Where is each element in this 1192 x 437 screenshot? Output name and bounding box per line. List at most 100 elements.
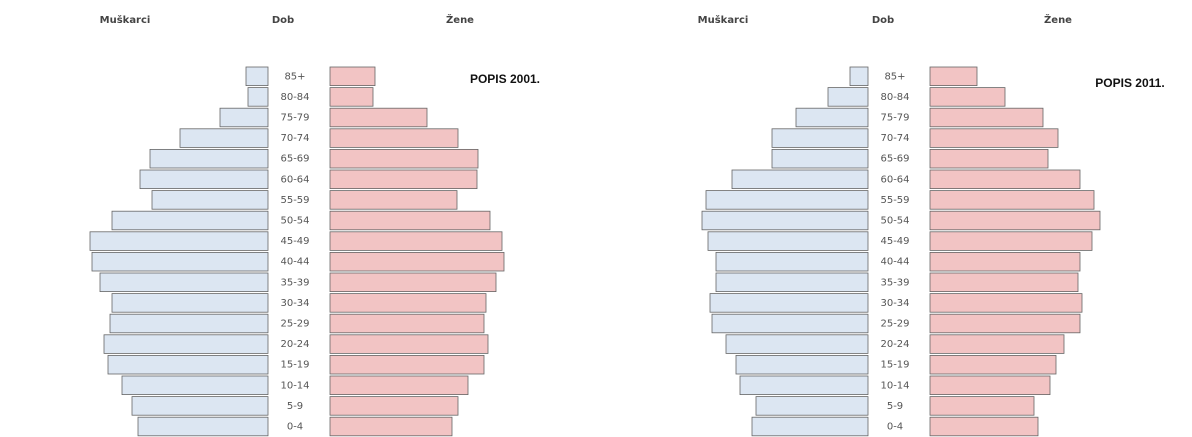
- male-bar: [711, 313, 869, 334]
- male-bar: [247, 87, 269, 107]
- age-label: 5-9: [887, 401, 903, 412]
- female-bar: [929, 396, 1035, 416]
- male-bar: [179, 128, 269, 148]
- age-label: 45-49: [280, 236, 309, 247]
- male-bar: [107, 354, 269, 375]
- age-label: 25-29: [280, 319, 309, 330]
- female-bar: [929, 148, 1049, 169]
- female-bar: [929, 210, 1101, 231]
- female-bar: [329, 416, 453, 437]
- age-label: 65-69: [280, 154, 309, 165]
- age-label: 20-24: [280, 339, 309, 350]
- female-bar: [929, 334, 1065, 354]
- male-bar: [149, 148, 269, 169]
- right-header: Žene: [446, 13, 474, 26]
- age-label: 35-39: [280, 277, 309, 288]
- female-bar: [329, 334, 489, 354]
- male-bar: [701, 210, 869, 231]
- chart-title: POPIS 2011.: [1095, 76, 1164, 90]
- female-bar: [329, 313, 485, 334]
- age-label: 55-59: [880, 195, 909, 206]
- male-bar: [139, 169, 269, 190]
- female-bar: [929, 190, 1095, 210]
- male-bar: [219, 107, 269, 128]
- male-bar: [715, 272, 869, 293]
- female-bar: [329, 375, 469, 396]
- female-bar: [329, 87, 374, 107]
- age-label: 55-59: [280, 195, 309, 206]
- male-bar: [705, 190, 869, 210]
- age-label: 25-29: [880, 319, 909, 330]
- male-bar: [771, 148, 869, 169]
- age-label: 15-19: [880, 360, 909, 371]
- female-bar: [329, 66, 376, 87]
- male-bar: [725, 334, 869, 354]
- female-bar: [929, 128, 1059, 148]
- female-bar: [329, 128, 459, 148]
- chart-title: POPIS 2001.: [470, 72, 540, 86]
- age-label: 40-44: [880, 257, 909, 268]
- age-label: 40-44: [280, 257, 309, 268]
- age-label: 80-84: [880, 92, 909, 103]
- female-bar: [929, 169, 1081, 190]
- female-bar: [329, 169, 478, 190]
- age-label: 45-49: [880, 236, 909, 247]
- male-bar: [751, 416, 869, 437]
- male-bar: [121, 375, 269, 396]
- male-bar: [849, 66, 869, 87]
- male-bar: [715, 251, 869, 272]
- age-label: 50-54: [880, 216, 909, 227]
- female-bar: [329, 272, 497, 293]
- female-bar: [329, 190, 458, 210]
- age-label: 65-69: [880, 154, 909, 165]
- male-bar: [111, 293, 269, 313]
- age-label: 70-74: [880, 133, 909, 144]
- female-bar: [929, 313, 1081, 334]
- female-bar: [929, 251, 1081, 272]
- male-bar: [735, 354, 869, 375]
- male-bar: [755, 396, 869, 416]
- center-header: Dob: [872, 15, 894, 26]
- female-bar: [329, 396, 459, 416]
- female-bar: [929, 354, 1057, 375]
- male-bar: [771, 128, 869, 148]
- female-bar: [929, 66, 978, 87]
- age-label: 85+: [284, 71, 305, 82]
- center-header: Dob: [272, 15, 294, 26]
- female-bar: [929, 375, 1051, 396]
- age-label: 75-79: [280, 113, 309, 124]
- male-bar: [91, 251, 269, 272]
- age-label: 30-34: [880, 298, 909, 309]
- age-label: 85+: [884, 71, 905, 82]
- female-bar: [329, 251, 505, 272]
- male-bar: [731, 169, 869, 190]
- female-bar: [929, 107, 1044, 128]
- age-label: 15-19: [280, 360, 309, 371]
- male-bar: [151, 190, 269, 210]
- female-bar: [329, 231, 503, 251]
- male-bar: [795, 107, 869, 128]
- male-bar: [709, 293, 869, 313]
- age-label: 30-34: [280, 298, 309, 309]
- male-bar: [109, 313, 269, 334]
- female-bar: [929, 272, 1079, 293]
- female-bar: [329, 107, 428, 128]
- age-label: 60-64: [280, 174, 309, 185]
- male-bar: [739, 375, 869, 396]
- male-bar: [827, 87, 869, 107]
- male-bar: [707, 231, 869, 251]
- male-bar: [131, 396, 269, 416]
- age-label: 60-64: [880, 174, 909, 185]
- right-header: Žene: [1044, 13, 1072, 26]
- female-bar: [329, 210, 491, 231]
- age-label: 20-24: [880, 339, 909, 350]
- age-label: 0-4: [887, 422, 903, 433]
- female-bar: [929, 231, 1093, 251]
- age-label: 80-84: [280, 92, 309, 103]
- age-label: 70-74: [280, 133, 309, 144]
- age-label: 0-4: [287, 422, 303, 433]
- age-label: 5-9: [287, 401, 303, 412]
- male-bar: [89, 231, 269, 251]
- female-bar: [329, 293, 487, 313]
